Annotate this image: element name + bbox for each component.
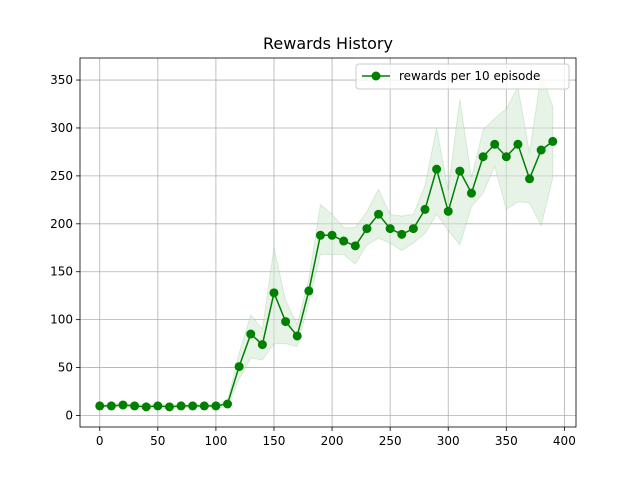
data-point: [281, 317, 291, 327]
x-tick-label: 150: [263, 434, 286, 448]
data-point: [95, 401, 105, 411]
y-tick-label: 150: [50, 265, 73, 279]
y-tick-label: 250: [50, 169, 73, 183]
data-point: [269, 288, 279, 298]
data-points: [95, 136, 558, 412]
y-tick-label: 300: [50, 121, 73, 135]
legend-box: [355, 63, 570, 90]
x-tick-label: 50: [150, 434, 165, 448]
data-point: [490, 139, 500, 149]
data-point: [432, 164, 442, 174]
series-line: [99, 140, 554, 408]
data-point: [211, 401, 221, 411]
data-point: [501, 152, 511, 162]
x-tick-label: 0: [96, 434, 104, 448]
data-point: [130, 401, 140, 411]
band-area: [99, 74, 554, 410]
data-point: [153, 401, 163, 411]
x-tick-label: 400: [553, 434, 576, 448]
x-tick-label: 350: [495, 434, 518, 448]
data-point: [443, 206, 453, 216]
data-point: [478, 152, 488, 162]
data-point: [536, 145, 546, 155]
data-point: [466, 188, 476, 198]
data-point: [257, 340, 267, 350]
legend: rewards per 10 episode: [355, 63, 570, 90]
data-point: [188, 401, 198, 411]
y-tick-label: 200: [50, 217, 73, 231]
data-point: [315, 230, 325, 240]
x-tick-label: 300: [437, 434, 460, 448]
data-point: [420, 204, 430, 214]
data-point: [374, 209, 384, 219]
rewards-line: [99, 140, 554, 408]
x-tick-label: 200: [321, 434, 344, 448]
data-point: [525, 174, 535, 184]
y-tick-label: 350: [50, 73, 73, 87]
chart-title: Rewards History: [263, 34, 393, 53]
data-point: [362, 224, 372, 234]
data-point: [118, 400, 128, 410]
legend-label: rewards per 10 episode: [399, 69, 540, 83]
data-point: [397, 229, 407, 239]
data-point: [141, 402, 151, 412]
data-point: [513, 139, 523, 149]
data-point: [106, 401, 116, 411]
confidence-band: [99, 74, 554, 410]
data-point: [223, 399, 233, 409]
y-tick-label: 100: [50, 313, 73, 327]
data-point: [350, 241, 360, 251]
data-point: [548, 136, 558, 146]
data-point: [327, 230, 337, 240]
y-tick-label: 50: [58, 361, 73, 375]
data-point: [339, 236, 349, 246]
data-point: [234, 362, 244, 372]
data-point: [385, 224, 395, 234]
data-point: [455, 166, 465, 176]
plot-frame: [79, 57, 577, 428]
axis-ticks: 0 50 100 150 200 250 300 350 400 0 50 100 150 200 250 3…: [50, 73, 576, 448]
data-point: [292, 331, 302, 341]
data-point: [164, 402, 174, 412]
data-point: [176, 401, 186, 411]
data-point: [408, 224, 418, 234]
x-tick-label: 100: [204, 434, 227, 448]
x-tick-label: 250: [379, 434, 402, 448]
data-point: [246, 329, 256, 339]
data-point: [304, 286, 314, 296]
y-tick-label: 0: [65, 408, 73, 422]
legend-marker-sample: [371, 71, 381, 81]
data-point: [199, 401, 209, 411]
